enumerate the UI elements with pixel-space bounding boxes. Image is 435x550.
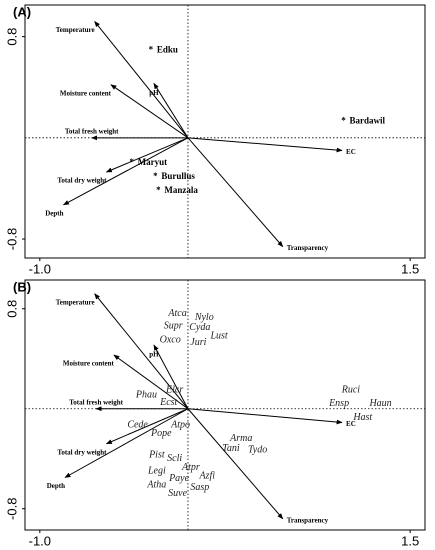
species-label: Phau: [135, 389, 157, 400]
plot-frame: [24, 4, 426, 259]
species-label: Scli: [167, 453, 182, 464]
species-label: Tani: [222, 443, 240, 454]
vector-label: Total fresh weight: [69, 398, 123, 406]
vector-arrow: [105, 137, 189, 173]
vector-label: Total dry weight: [57, 448, 107, 456]
species-label: Sasp: [190, 482, 209, 493]
vector-arrow: [94, 293, 189, 410]
site-label: Manzala: [164, 185, 198, 195]
species-label: Ensp: [328, 398, 349, 409]
x-tick-label: -1.0: [29, 261, 51, 276]
species-label: Cede: [127, 419, 148, 430]
species-label: Supr: [164, 321, 183, 332]
plot-frame: [24, 279, 426, 531]
vector-label: pH: [149, 351, 159, 359]
species-label: Juri: [190, 337, 206, 348]
site-label: Maryut: [138, 157, 168, 167]
species-label: Ruci: [341, 384, 361, 395]
species-label: Lust: [209, 331, 227, 342]
site-marker: *: [129, 157, 134, 167]
site-label: Bardawil: [350, 115, 386, 125]
species-label: Atha: [146, 479, 166, 490]
vector-label: EC: [346, 148, 356, 156]
vector-arrow: [187, 137, 284, 248]
vector-label: Moisture content: [63, 360, 115, 368]
x-tick-label: 1.5: [401, 261, 419, 276]
species-label: Haun: [368, 398, 391, 409]
species-label: Atpo: [170, 419, 190, 430]
species-label: Atca: [167, 308, 186, 319]
species-label: Nylo: [194, 312, 214, 323]
species-label: Hast: [352, 412, 372, 423]
species-label: Cyda: [189, 322, 210, 333]
vector-arrow: [113, 354, 189, 410]
vector-arrow: [105, 408, 189, 445]
vector-label: EC: [346, 420, 356, 428]
panel-title: (B): [13, 279, 31, 294]
vector-label: Total fresh weight: [65, 127, 119, 135]
site-marker: *: [341, 115, 346, 125]
vector-label: Temperature: [56, 298, 95, 306]
vector-arrow: [187, 408, 343, 425]
vector-arrow: [187, 137, 343, 153]
species-label: Paye: [168, 473, 190, 484]
vector-arrow: [110, 84, 189, 139]
vector-label: Depth: [47, 482, 65, 490]
species-label: Elcr: [165, 384, 183, 395]
vector-arrow: [62, 137, 189, 206]
y-tick-label: -0.8: [4, 498, 19, 520]
y-tick-label: -0.8: [4, 228, 19, 250]
site-label: Edku: [157, 45, 178, 55]
site-label: Burullus: [161, 171, 195, 181]
species-label: Tydo: [248, 444, 267, 455]
species-label: Suve: [168, 488, 187, 499]
vector-label: Depth: [45, 209, 63, 217]
vector-label: Temperature: [56, 26, 95, 34]
vector-label: Total dry weight: [57, 177, 107, 185]
species-label: Azfi: [198, 471, 215, 482]
panel-title: (A): [13, 4, 31, 19]
vector-arrow: [153, 344, 189, 409]
species-label: Pist: [148, 449, 165, 460]
x-tick-label: 1.5: [401, 533, 419, 548]
vector-label: Transparency: [287, 244, 329, 252]
vector-arrow: [187, 408, 284, 520]
y-tick-label: 0.8: [4, 28, 19, 46]
species-label: Arma: [229, 433, 252, 444]
site-marker: *: [156, 185, 161, 195]
species-label: Ecst: [159, 397, 177, 408]
vector-label: pH: [149, 89, 159, 97]
species-label: Legi: [147, 466, 166, 477]
vector-arrow: [64, 408, 189, 478]
site-marker: *: [149, 45, 154, 55]
species-label: Pope: [150, 428, 172, 439]
vector-arrow: [153, 82, 189, 139]
species-label: Atpr: [181, 462, 200, 473]
vector-label: Moisture content: [60, 89, 112, 97]
x-tick-label: -1.0: [29, 533, 51, 548]
vector-arrow: [94, 20, 189, 139]
site-marker: *: [153, 171, 158, 181]
vector-label: Transparency: [287, 516, 329, 524]
species-label: Oxco: [160, 334, 181, 345]
y-tick-label: 0.8: [4, 300, 19, 318]
